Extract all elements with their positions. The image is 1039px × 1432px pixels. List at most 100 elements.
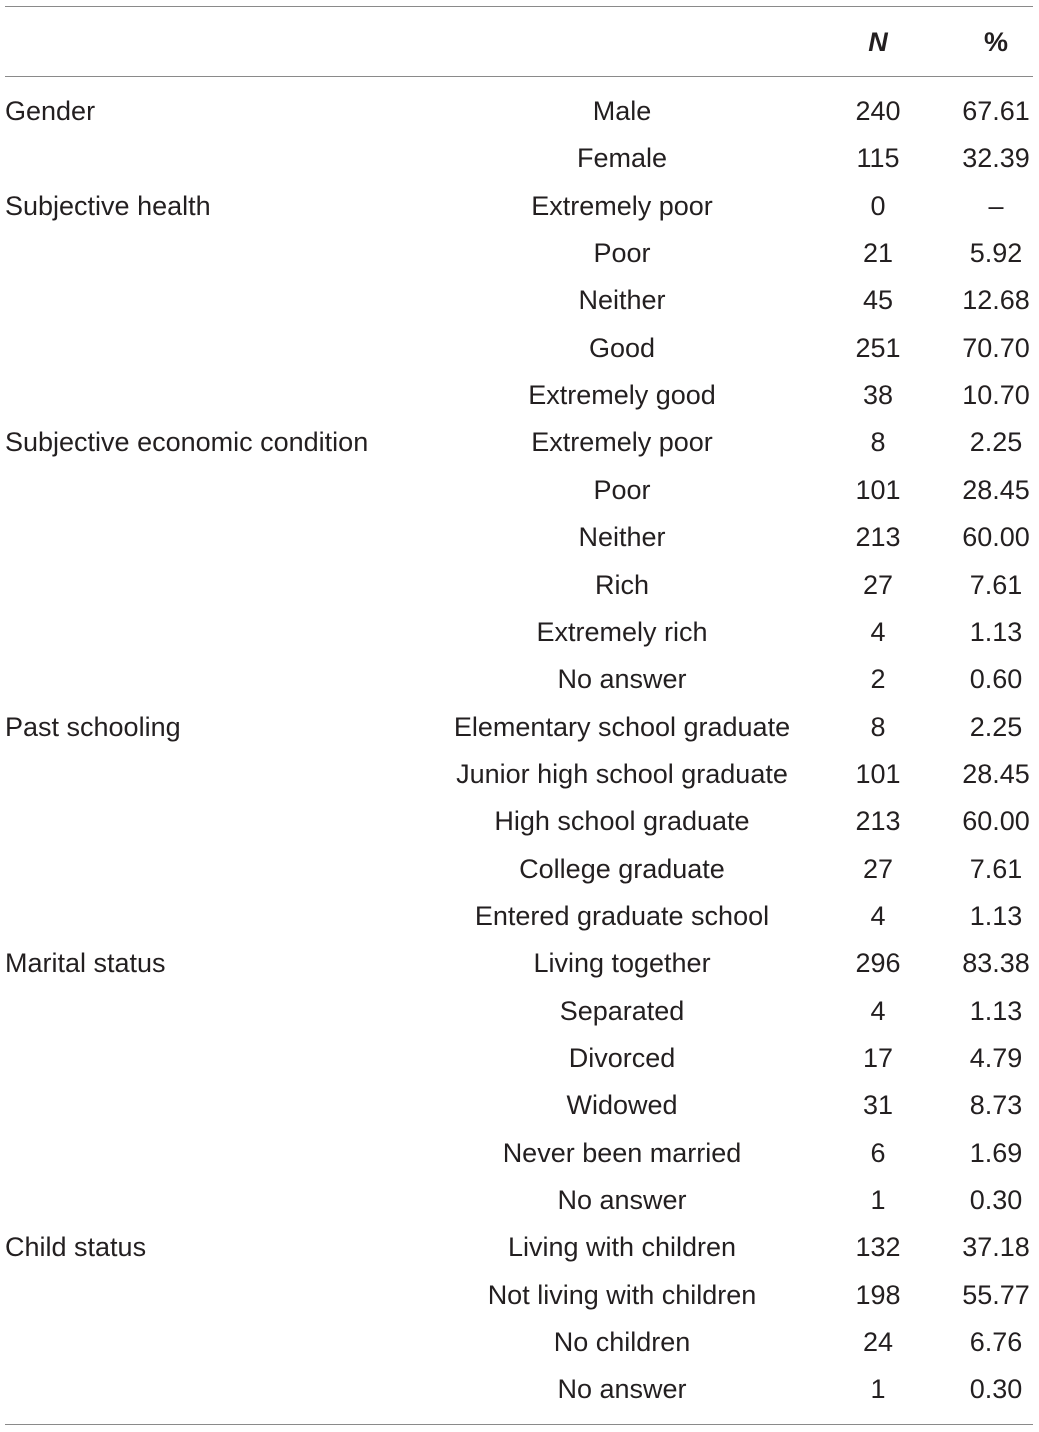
row-variable: Gender — [5, 96, 96, 126]
row-category: Extremely rich — [536, 616, 708, 647]
row-category: Entered graduate school — [474, 900, 770, 931]
table-row: Never been married 6 1.69 — [0, 1130, 1039, 1177]
table-row: Extremely good 38 10.70 — [0, 372, 1039, 419]
row-n: 38 — [862, 380, 894, 411]
row-n: 27 — [862, 569, 894, 600]
row-n: 2 — [870, 664, 886, 695]
row-category: High school graduate — [494, 806, 750, 837]
row-n: 296 — [855, 948, 901, 979]
row-category: Living together — [533, 948, 711, 979]
table-row: No children 24 6.76 — [0, 1319, 1039, 1366]
row-category: Good — [588, 332, 656, 363]
row-n: 101 — [855, 758, 901, 789]
table-row: Entered graduate school 4 1.13 — [0, 893, 1039, 940]
row-percent: 32.39 — [962, 143, 1030, 174]
table-row: Poor 21 5.92 — [0, 230, 1039, 277]
row-n: 0 — [870, 190, 886, 221]
table-row: Good 251 70.70 — [0, 325, 1039, 372]
row-percent: 8.73 — [969, 1090, 1023, 1121]
row-category: Extremely good — [528, 380, 716, 411]
table-row: Poor 101 28.45 — [0, 467, 1039, 514]
row-percent: 10.70 — [962, 380, 1030, 411]
row-variable: Marital status — [5, 948, 166, 979]
row-percent: 7.61 — [969, 569, 1023, 600]
row-category: Rich — [594, 569, 649, 600]
row-category: Female — [576, 143, 668, 174]
row-percent: 60.00 — [962, 522, 1030, 553]
row-percent: 55.77 — [962, 1279, 1030, 1310]
row-variable: Child status — [5, 1232, 147, 1263]
row-category: Widowed — [566, 1090, 678, 1121]
row-category: No answer — [557, 1185, 687, 1216]
table-row: No answer 1 0.30 — [0, 1366, 1039, 1413]
row-percent: 37.18 — [962, 1232, 1030, 1263]
bottom-rule — [5, 1424, 1033, 1425]
row-percent: 7.61 — [969, 853, 1023, 884]
row-n: 24 — [862, 1327, 894, 1358]
row-percent: 4.79 — [969, 1043, 1023, 1073]
row-category: Not living with children — [487, 1279, 757, 1310]
table-row: No answer 1 0.30 — [0, 1177, 1039, 1224]
table-row: Marital status Living together 296 83.38 — [0, 940, 1039, 987]
row-category: Poor — [593, 474, 651, 505]
table-row: Child status Living with children 132 37.18 — [0, 1224, 1039, 1271]
table-row: High school graduate 213 60.00 — [0, 798, 1039, 845]
row-percent: 1.69 — [969, 1137, 1023, 1168]
table-row: Subjective health Extremely poor 0 – — [0, 183, 1039, 230]
row-percent: 2.25 — [969, 427, 1023, 458]
row-n: 4 — [870, 616, 886, 647]
row-n: 8 — [870, 427, 886, 458]
top-rule — [5, 6, 1033, 7]
row-category: Extremely poor — [531, 190, 713, 221]
header-rule — [5, 76, 1033, 77]
row-percent: – — [988, 190, 1004, 221]
row-n: 115 — [856, 143, 900, 174]
table-row: No answer 2 0.60 — [0, 656, 1039, 703]
row-n: 45 — [862, 285, 894, 316]
row-category: No children — [553, 1327, 691, 1358]
row-category: College graduate — [519, 853, 725, 884]
row-n: 251 — [855, 332, 901, 363]
row-percent: 28.45 — [962, 758, 1030, 789]
row-percent: 12.68 — [962, 285, 1030, 316]
table-row: Separated 4 1.13 — [0, 988, 1039, 1035]
row-n: 31 — [862, 1090, 894, 1121]
table-row: Extremely rich 4 1.13 — [0, 609, 1039, 656]
row-percent: 28.45 — [962, 474, 1030, 505]
table-row: Not living with children 198 55.77 — [0, 1272, 1039, 1319]
row-percent: 1.13 — [969, 900, 1023, 931]
row-n: 1 — [870, 1374, 886, 1405]
row-category: Living with children — [507, 1232, 737, 1263]
row-n: 240 — [855, 96, 901, 126]
row-category: Divorced — [568, 1043, 676, 1073]
header-n: N — [868, 27, 888, 57]
row-variable: Subjective health — [5, 190, 211, 221]
table-header: N % — [0, 18, 1039, 66]
row-n: 27 — [862, 853, 894, 884]
row-percent: 1.13 — [969, 995, 1023, 1026]
header-percent: % — [983, 27, 1008, 57]
row-category: Separated — [559, 995, 685, 1026]
row-percent: 2.25 — [969, 711, 1023, 742]
row-category: Extremely poor — [531, 427, 713, 458]
row-n: 21 — [862, 238, 894, 269]
row-n: 6 — [870, 1137, 886, 1168]
row-n: 213 — [855, 522, 901, 553]
row-percent: 6.76 — [969, 1327, 1023, 1358]
table-row: Neither 45 12.68 — [0, 277, 1039, 324]
row-n: 17 — [862, 1043, 894, 1073]
row-category: Junior high school graduate — [456, 758, 788, 789]
row-category: Never been married — [502, 1137, 742, 1168]
row-n: 213 — [855, 806, 901, 837]
row-n: 8 — [870, 711, 886, 742]
row-percent: 1.13 — [969, 616, 1023, 647]
row-category: Male — [592, 96, 652, 126]
table-row: Gender Male 240 67.61 — [0, 88, 1039, 135]
row-n: 1 — [870, 1185, 886, 1216]
table-row: Widowed 31 8.73 — [0, 1082, 1039, 1129]
row-n: 198 — [855, 1279, 901, 1310]
row-percent: 0.30 — [969, 1374, 1023, 1405]
table-row: Female 115 32.39 — [0, 135, 1039, 182]
row-n: 4 — [870, 900, 886, 931]
